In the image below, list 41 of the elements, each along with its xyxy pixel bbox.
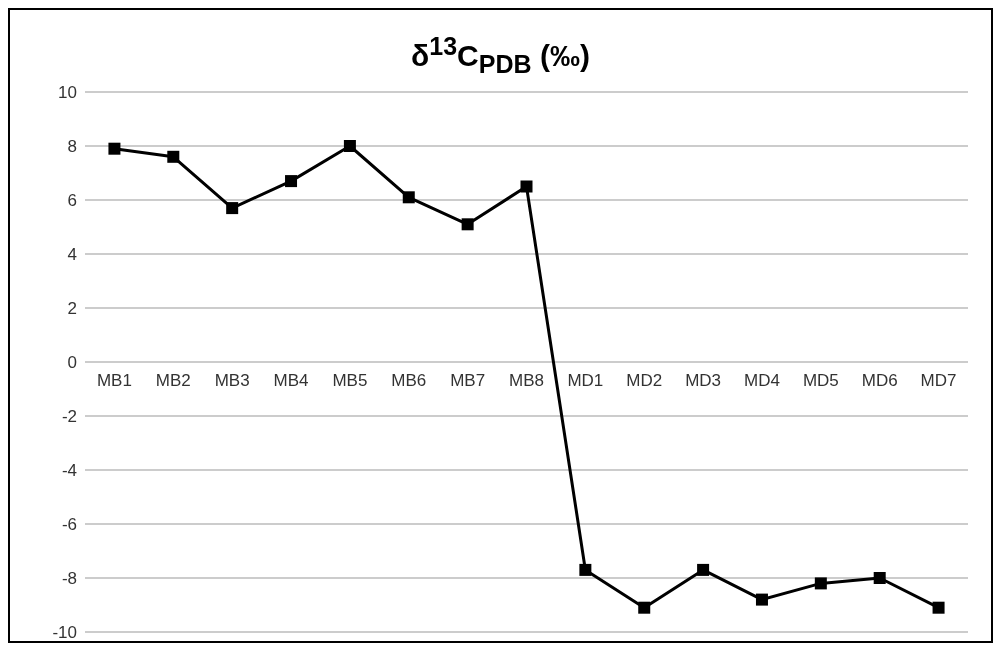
x-tick-label: MD7 [920,371,957,390]
x-tick-label: MB2 [155,371,191,390]
y-tick-label: 2 [67,299,77,319]
x-tick-label: MB7 [450,371,486,390]
x-tick-label: MD5 [802,371,839,390]
x-tick-label: MD1 [567,371,604,390]
point [520,180,533,193]
y-tick-label: 0 [67,353,77,373]
point [932,601,945,614]
y-tick-label: -6 [61,515,77,535]
y-tick-label: 10 [58,83,77,103]
point [108,142,121,155]
point [638,601,651,614]
point [167,150,180,163]
x-tick-label: MB4 [273,371,309,390]
point [755,593,768,606]
point [226,202,239,215]
chart-title: δ$^{13}$C$_{PDB}$ (‰) [410,32,591,80]
point [814,577,827,590]
y-tick-label: -8 [61,569,77,589]
x-tick-label: MD6 [861,371,898,390]
x-tick-label: MD4 [744,371,780,390]
y-tick-label: -4 [61,461,77,481]
x-tick-label: MB8 [509,371,544,390]
y-tick-label: 4 [67,245,77,265]
y-tick-label: 6 [67,191,77,211]
point [873,572,886,584]
x-tick-label: MB1 [96,371,132,390]
y-tick-label: -2 [61,407,77,427]
point [402,191,415,204]
y-tick-label: 8 [67,137,77,157]
point [461,218,474,231]
point [697,563,710,576]
point [579,563,592,576]
point [343,140,356,152]
x-tick-label: MB5 [332,371,368,390]
x-tick-label: MB6 [391,371,427,390]
x-tick-label: MD2 [626,371,663,390]
y-tick-label: -10 [52,623,77,643]
x-tick-label: MD3 [685,371,722,390]
x-tick-label: MB3 [214,371,250,390]
